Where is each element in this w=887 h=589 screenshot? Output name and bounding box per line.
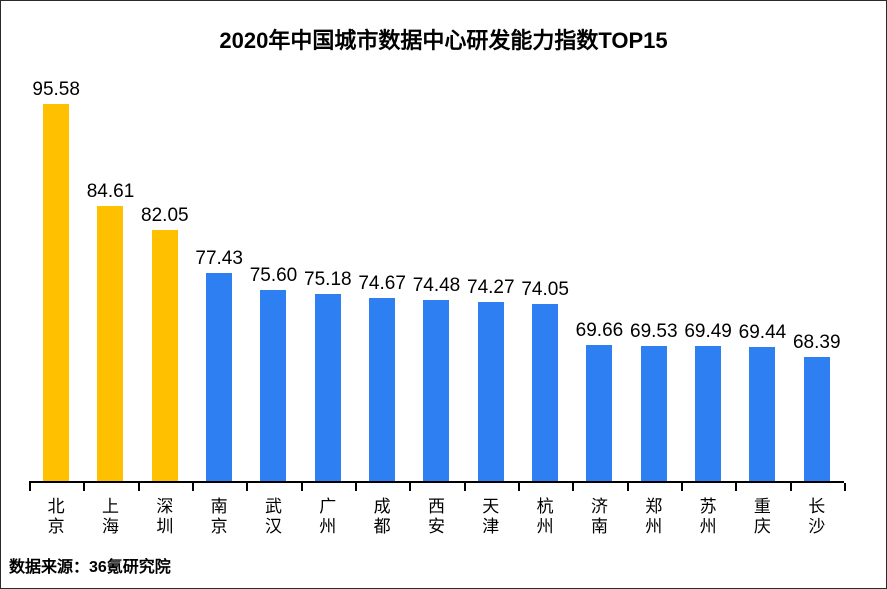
bars-row: 95.58 84.61 82.05 77.43 75.60 75.18 74.67 74.48…: [29, 63, 844, 483]
bar-slot: 77.43: [192, 63, 246, 481]
bar-广州: [314, 293, 341, 481]
x-label-slot: 长沙: [790, 497, 844, 537]
bar-value-label: 74.05: [521, 279, 569, 301]
bar-value-label: 69.66: [575, 319, 624, 341]
axis-tick: [629, 483, 683, 491]
x-axis-label: 长沙: [808, 497, 826, 536]
x-axis-label: 杭州: [536, 497, 554, 536]
bar-value-label: 75.18: [304, 268, 352, 290]
x-axis-label: 郑州: [645, 497, 663, 536]
x-axis-label: 南京: [210, 497, 228, 536]
axis-tick: [466, 483, 520, 491]
x-label-slot: 上海: [83, 497, 137, 537]
x-label-slot: 成都: [355, 497, 409, 537]
bar-slot: 75.18: [301, 63, 355, 481]
x-label-slot: 济南: [572, 497, 626, 537]
bar-value-label: 74.67: [358, 273, 406, 295]
x-axis-label: 成都: [373, 497, 391, 536]
bar-济南: [586, 344, 613, 481]
x-label-slot: 北京: [29, 497, 83, 537]
bar-slot: 82.05: [138, 63, 192, 481]
chart-title: 2020年中国城市数据中心研发能力指数TOP15: [219, 28, 668, 53]
bar-西安: [423, 300, 450, 481]
bar-value-label: 68.39: [792, 331, 841, 353]
axis-tick: [31, 483, 86, 491]
x-label-slot: 南京: [192, 497, 246, 537]
bar-重庆: [749, 346, 776, 481]
bar-value-label: 95.58: [32, 79, 80, 101]
bar-value-label: 69.44: [738, 321, 787, 343]
bar-slot: 68.39: [790, 63, 844, 481]
x-axis-label: 上海: [101, 497, 119, 536]
x-axis-label: 深圳: [156, 497, 174, 536]
x-axis-label: 北京: [47, 497, 65, 536]
x-label-slot: 广州: [301, 497, 355, 537]
axis-tick: [303, 483, 357, 491]
axis-tick: [85, 483, 140, 491]
bar-slot: 69.53: [627, 63, 681, 481]
x-label-slot: 苏州: [681, 497, 735, 537]
source-note: 数据来源：36氪研究院: [9, 559, 171, 576]
bar-value-label: 84.61: [86, 181, 135, 203]
bar-南京: [206, 272, 233, 481]
bar-value-label: 69.53: [630, 321, 678, 343]
bar-深圳: [151, 229, 178, 481]
bar-value-label: 69.49: [684, 321, 732, 343]
x-axis-label: 济南: [590, 497, 608, 536]
bar-天津: [477, 302, 504, 481]
axis-tick: [140, 483, 194, 491]
bar-value-label: 74.48: [412, 275, 461, 297]
bar-slot: 74.48: [409, 63, 463, 481]
axis-tick: [574, 483, 629, 491]
axis-tick: [248, 483, 303, 491]
bar-苏州: [695, 346, 722, 481]
x-axis-label: 广州: [319, 497, 337, 536]
bar-slot: 74.27: [464, 63, 518, 481]
axis-tick: [357, 483, 412, 491]
bar-value-label: 82.05: [141, 204, 189, 226]
axis-tick: [683, 483, 738, 491]
bar-slot: 69.44: [735, 63, 789, 481]
x-axis-ticks: [29, 483, 846, 491]
x-axis-label: 武汉: [264, 497, 282, 536]
axis-tick: [520, 483, 575, 491]
x-label-slot: 深圳: [138, 497, 192, 537]
bar-slot: 84.61: [83, 63, 137, 481]
bar-武汉: [260, 289, 287, 481]
x-label-slot: 郑州: [627, 497, 681, 537]
bar-北京: [43, 104, 70, 481]
x-axis-label: 西安: [427, 497, 445, 536]
x-label-slot: 西安: [409, 497, 463, 537]
bar-slot: 74.05: [518, 63, 572, 481]
bar-长沙: [803, 356, 830, 481]
bar-成都: [369, 298, 396, 481]
x-labels-row: 北京 上海 深圳 南京 武汉 广州 成都 西安 天津 杭州 济南 郑州 苏州 重庆 长沙: [29, 497, 844, 537]
axis-tick: [194, 483, 249, 491]
bar-slot: 69.49: [681, 63, 735, 481]
bar-value-label: 74.27: [467, 277, 515, 299]
x-axis-label: 重庆: [753, 497, 771, 536]
bar-value-label: 75.60: [249, 264, 298, 286]
axis-tick: [411, 483, 466, 491]
x-label-slot: 天津: [464, 497, 518, 537]
bar-杭州: [532, 304, 559, 481]
bar-value-label: 77.43: [195, 247, 243, 269]
axis-tick: [792, 483, 846, 491]
x-axis-label: 天津: [482, 497, 500, 536]
x-label-slot: 杭州: [518, 497, 572, 537]
bar-slot: 74.67: [355, 63, 409, 481]
x-axis-label: 苏州: [699, 497, 717, 536]
bar-slot: 75.60: [246, 63, 300, 481]
bar-上海: [97, 206, 124, 481]
bar-郑州: [640, 346, 667, 481]
x-label-slot: 重庆: [735, 497, 789, 537]
x-label-slot: 武汉: [246, 497, 300, 537]
bar-slot: 95.58: [29, 63, 83, 481]
bar-slot: 69.66: [572, 63, 626, 481]
axis-tick: [737, 483, 792, 491]
